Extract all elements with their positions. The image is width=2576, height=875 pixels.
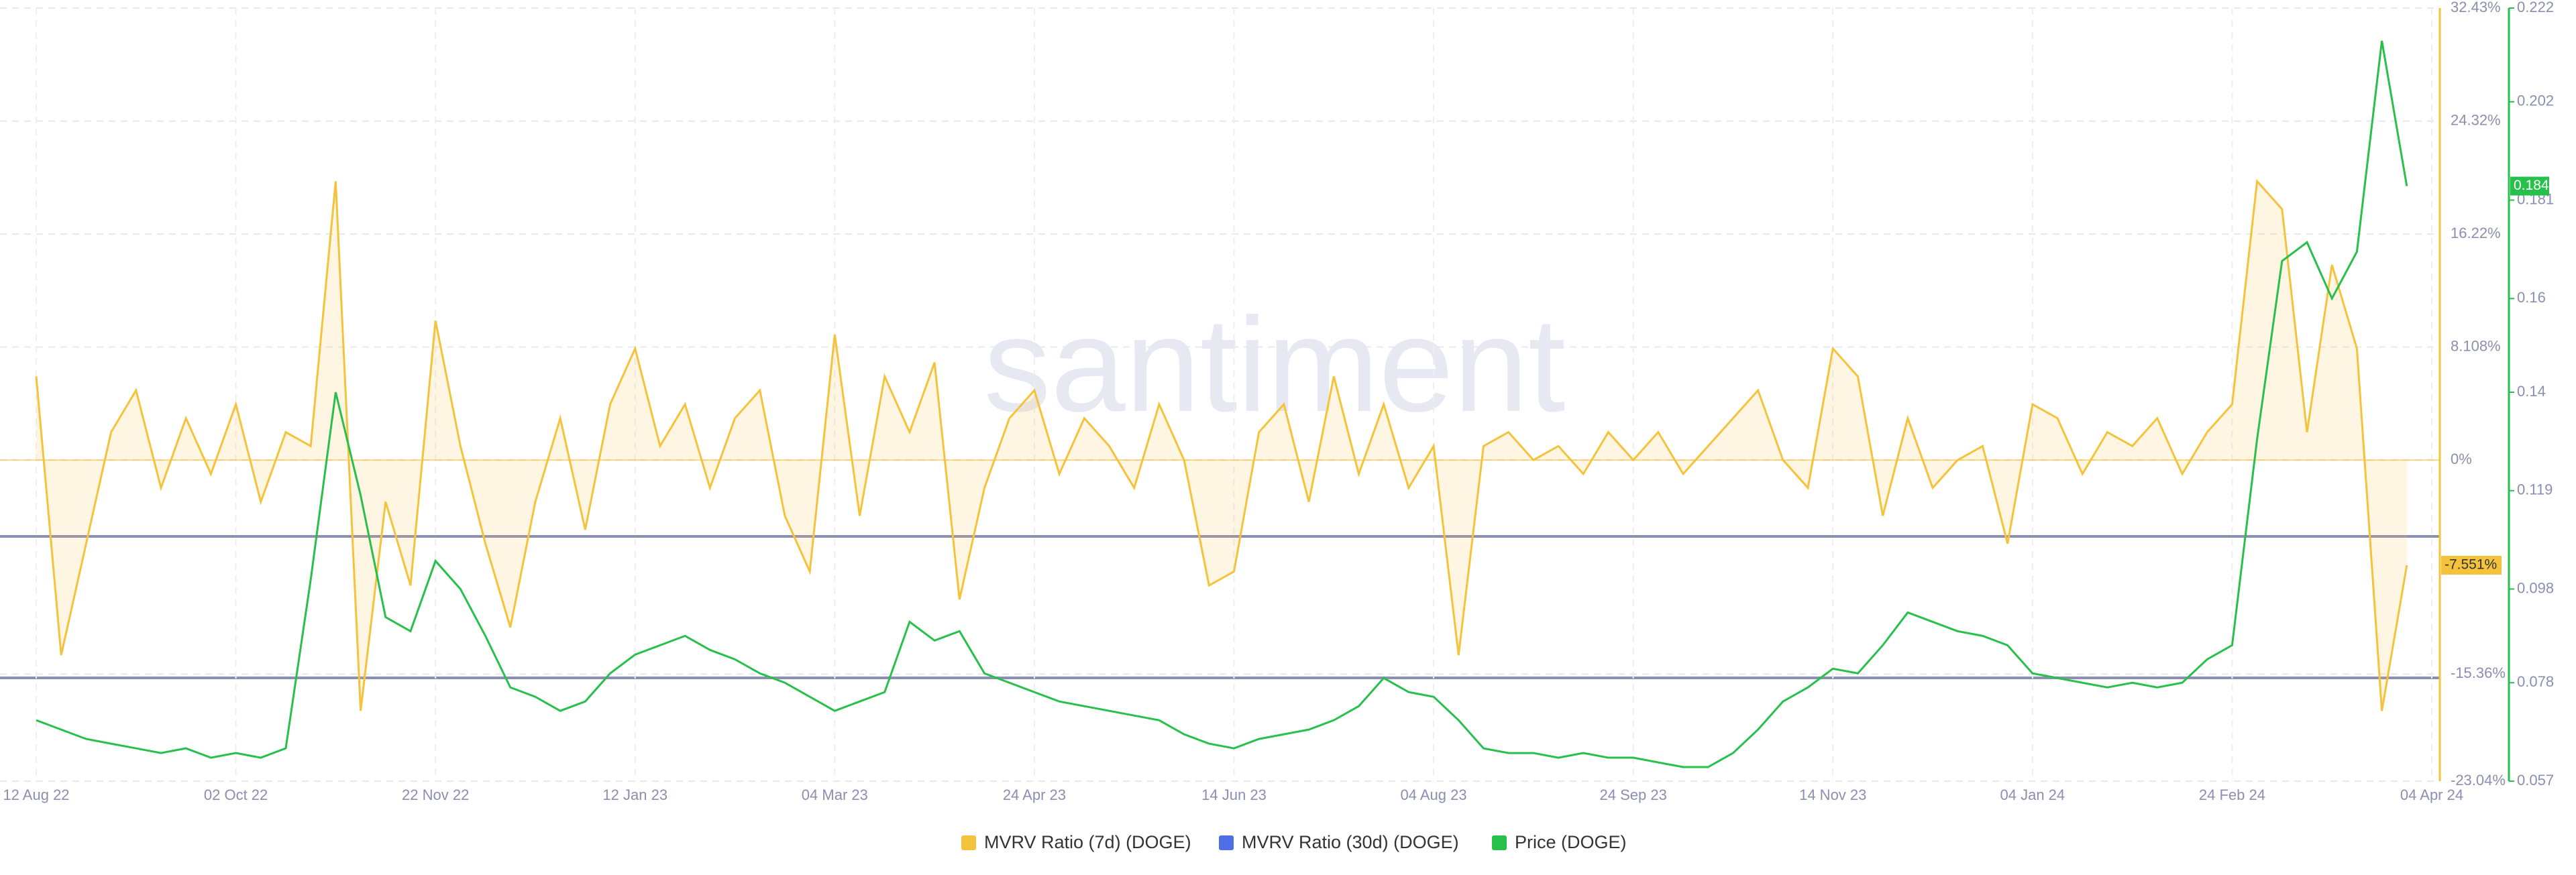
legend-swatch <box>1492 835 1507 850</box>
x-tick-label: 14 Jun 23 <box>1201 786 1267 803</box>
legend-label: MVRV Ratio (30d) (DOGE) <box>1242 832 1459 852</box>
x-tick-label: 14 Nov 23 <box>1799 786 1866 803</box>
x-tick-label: 24 Sep 23 <box>1600 786 1667 803</box>
value-badge <box>2510 176 2549 196</box>
x-tick-label: 04 Apr 24 <box>2400 786 2463 803</box>
x-tick-label: 04 Mar 23 <box>802 786 868 803</box>
value-badge-label: 0.184 <box>2514 178 2549 193</box>
y2-tick-label: 0.222 <box>2517 0 2554 15</box>
value-badge <box>2441 556 2502 575</box>
y-tick-label: 16.22% <box>2451 225 2501 241</box>
y2-tick-label: 0.119 <box>2517 481 2553 498</box>
line <box>35 178 2408 711</box>
x-tick-label: 02 Oct 22 <box>204 786 268 803</box>
y2-tick-label: 0.14 <box>2517 383 2546 400</box>
legend-swatch <box>1219 835 1234 850</box>
y-tick-label: 24.32% <box>2451 111 2501 128</box>
legend-label: MVRV Ratio (7d) (DOGE) <box>984 832 1191 852</box>
legend-label: Price (DOGE) <box>1515 832 1627 852</box>
x-tick-label: 04 Aug 23 <box>1401 786 1467 803</box>
x-tick-label: 04 Jan 24 <box>2000 786 2065 803</box>
y-tick-label: 8.108% <box>2451 337 2501 354</box>
x-tick-label: 12 Aug 22 <box>3 786 69 803</box>
y-tick-label: -15.36% <box>2451 664 2506 681</box>
x-tick-label: 24 Feb 24 <box>2199 786 2265 803</box>
legend-swatch <box>961 835 976 850</box>
value-badge-label: -7.551% <box>2445 557 2497 573</box>
line <box>36 40 2408 768</box>
y-tick-label: -23.04% <box>2451 772 2506 789</box>
x-tick-label: 12 Jan 23 <box>602 786 667 803</box>
area <box>36 181 2407 711</box>
y-tick-label: 32.43% <box>2451 0 2501 15</box>
y2-tick-label: 0.078 <box>2517 673 2554 690</box>
y2-tick-label: 0.16 <box>2517 289 2546 306</box>
y-tick-label: 0% <box>2451 451 2472 467</box>
y2-tick-label: 0.057 <box>2517 772 2554 789</box>
x-tick-label: 22 Nov 22 <box>402 786 469 803</box>
y2-tick-label: 0.202 <box>2517 93 2554 109</box>
y2-tick-label: 0.098 <box>2517 579 2554 596</box>
x-tick-label: 24 Apr 23 <box>1003 786 1066 803</box>
